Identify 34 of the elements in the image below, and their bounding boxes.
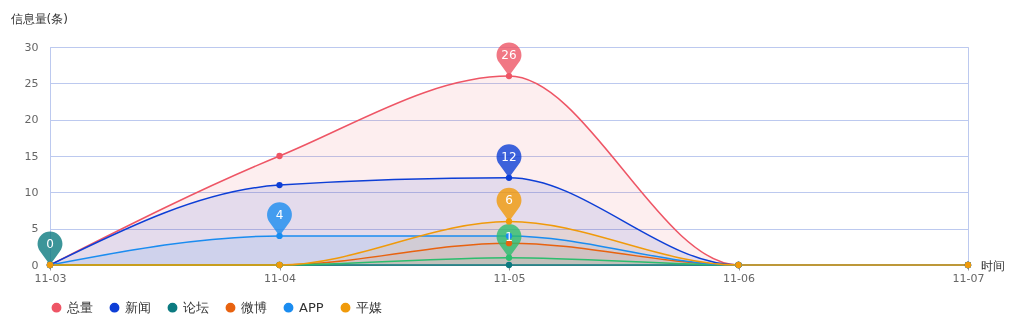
point — [505, 261, 513, 269]
data-label: 12 — [501, 149, 517, 164]
legend-label: 平媒 — [356, 299, 382, 315]
x-tick-label: 11-03 — [34, 271, 67, 285]
x-tick-label: 11-04 — [264, 271, 296, 285]
y-tick-label: 5 — [31, 222, 39, 236]
legend-label: 论坛 — [183, 299, 209, 315]
data-label: 1 — [505, 229, 513, 244]
legend-label: 微博 — [241, 299, 267, 315]
y-tick-label: 15 — [24, 149, 39, 163]
y-tick-label: 10 — [24, 185, 39, 199]
point — [505, 218, 513, 225]
point — [276, 152, 283, 160]
legend-label: 新闻 — [125, 299, 151, 315]
data-label: 4 — [275, 207, 284, 222]
y-axis-title: 信息量(条) — [10, 11, 68, 26]
x-tick-label: 11-05 — [493, 271, 526, 285]
point — [276, 181, 283, 189]
x-axis-title: 时间 — [980, 258, 1005, 273]
y-tick-label: 20 — [24, 113, 39, 127]
data-label: 6 — [505, 193, 513, 208]
data-label: 26 — [501, 48, 517, 63]
legend-label: 总量 — [66, 299, 93, 315]
point — [505, 174, 513, 181]
y-tick-label: 25 — [24, 76, 39, 90]
data-label: 0 — [46, 237, 54, 251]
x-tick-label: 11-06 — [723, 271, 755, 285]
legend-label: APP — [299, 299, 324, 315]
y-tick-label: 30 — [24, 40, 39, 54]
point — [276, 232, 283, 240]
y-tick-label: 0 — [31, 258, 39, 272]
point — [505, 72, 513, 80]
point — [505, 254, 513, 261]
x-tick-label: 11-07 — [952, 271, 985, 285]
